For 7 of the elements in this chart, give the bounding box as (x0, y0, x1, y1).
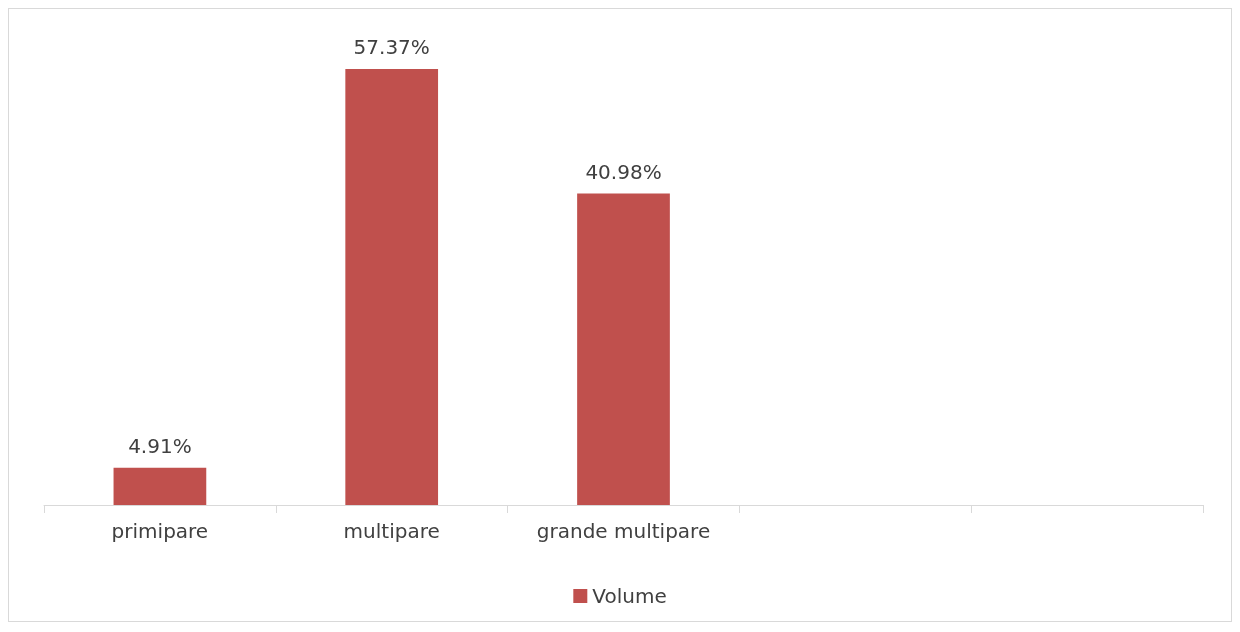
data-label: 57.37% (353, 34, 430, 59)
x-tick-label: primipare (111, 519, 209, 543)
data-label: 40.98% (585, 159, 662, 184)
x-tick-label: grande multipare (536, 519, 711, 543)
x-tick-label: multipare (343, 519, 440, 543)
data-label: 4.91% (128, 433, 192, 458)
legend-label: Volume (592, 584, 667, 608)
